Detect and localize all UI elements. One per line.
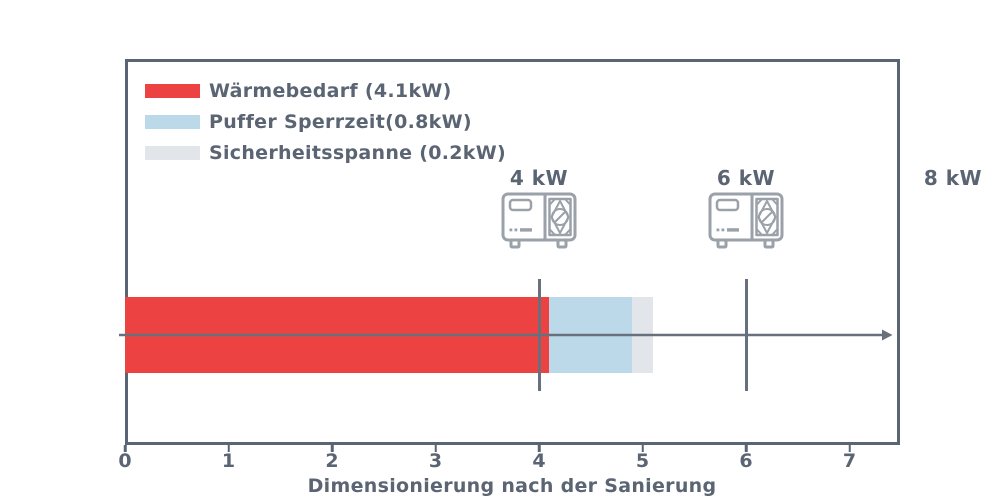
x-tick-label-6: 6 <box>739 450 753 472</box>
x-tick-mark <box>537 445 541 452</box>
legend-item-sicherheitsspanne: Sicherheitsspanne (0.2kW) <box>145 137 506 168</box>
x-tick-label-4: 4 <box>532 450 546 472</box>
bar-segment-puffer-sperrzeit <box>549 297 633 373</box>
marker-6kw-line <box>744 279 748 391</box>
bar-segment-waermebedarf <box>125 297 550 373</box>
marker-4kw-label: 4 kW <box>509 166 569 190</box>
legend-item-puffer-sperrzeit: Puffer Sperrzeit(0.8kW) <box>145 106 506 137</box>
marker-8kw-label: 8 kW <box>923 166 983 190</box>
legend-swatch-sicherheitsspanne <box>145 145 200 160</box>
x-tick-mark <box>434 445 437 452</box>
legend-label-sicherheitsspanne: Sicherheitsspanne (0.2kW) <box>209 141 506 164</box>
x-tick-mark <box>641 445 644 452</box>
marker-4kw-line <box>537 279 541 391</box>
legend-label-waermebedarf: Wärmebedarf (4.1kW) <box>209 79 452 102</box>
legend-item-waermebedarf: Wärmebedarf (4.1kW) <box>145 75 506 106</box>
legend-swatch-puffer-sperrzeit <box>145 114 200 129</box>
heat-pump-icon <box>501 192 577 249</box>
plot-area <box>125 59 900 445</box>
x-tick-label-0: 0 <box>118 450 132 472</box>
x-tick-mark <box>123 445 127 452</box>
heat-pump-icon <box>708 192 784 249</box>
x-tick-mark <box>744 445 748 452</box>
x-tick-label-5: 5 <box>635 450 650 472</box>
x-tick-mark <box>848 445 851 452</box>
x-tick-mark <box>330 445 334 452</box>
legend: Wärmebedarf (4.1kW) Puffer Sperrzeit(0.8… <box>145 75 506 168</box>
bar-segment-sicherheitsspanne <box>632 297 653 373</box>
legend-label-puffer-sperrzeit: Puffer Sperrzeit(0.8kW) <box>209 110 472 133</box>
x-tick-label-7: 7 <box>842 450 857 472</box>
legend-swatch-waermebedarf <box>145 83 200 98</box>
x-tick-label-3: 3 <box>428 450 443 472</box>
marker-6kw-label: 6 kW <box>716 166 776 190</box>
x-axis-title: Dimensionierung nach der Sanierung <box>307 475 717 497</box>
x-tick-mark <box>227 445 230 452</box>
x-tick-label-1: 1 <box>221 450 236 472</box>
x-tick-label-2: 2 <box>325 450 339 472</box>
